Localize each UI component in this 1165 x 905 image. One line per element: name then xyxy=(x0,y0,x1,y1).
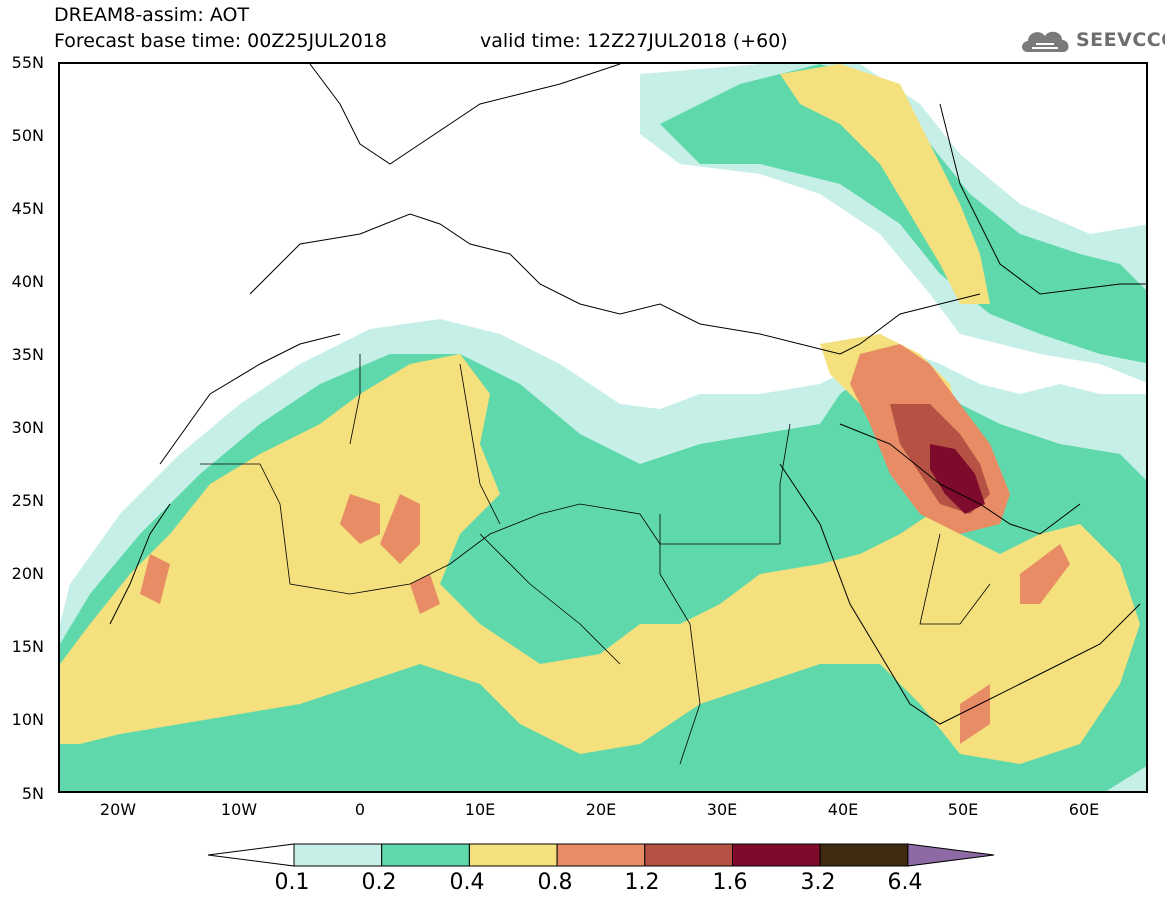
colorbar-swatch xyxy=(468,843,558,867)
aot-map xyxy=(58,62,1148,793)
forecast-base-time: Forecast base time: 00Z25JUL2018 xyxy=(54,30,387,52)
lon-label: 40E xyxy=(827,800,859,819)
logo-text: SEEVCCC xyxy=(1076,29,1165,51)
colorbar-swatch xyxy=(819,843,909,867)
lat-label: 35N xyxy=(11,345,44,364)
legend-label: 0.1 xyxy=(274,870,310,895)
colorbar-swatch xyxy=(732,843,821,867)
colorbar-swatch xyxy=(293,843,383,867)
lat-label: 15N xyxy=(11,637,44,656)
aot-band-1.6 xyxy=(930,444,985,514)
seevccc-logo: SEEVCCC xyxy=(1018,24,1165,58)
lon-label: 50E xyxy=(947,800,979,819)
lon-label: 20W xyxy=(99,800,137,819)
colorbar xyxy=(207,843,995,867)
valid-time: valid time: 12Z27JUL2018 (+60) xyxy=(480,30,788,52)
lat-label: 10N xyxy=(11,710,44,729)
lat-label: 5N xyxy=(21,784,44,803)
lat-label: 50N xyxy=(11,126,44,145)
lon-label: 0 xyxy=(354,800,366,819)
legend-label: 6.4 xyxy=(887,870,923,895)
legend-label: 3.2 xyxy=(800,870,836,895)
lat-label: 55N xyxy=(11,53,44,72)
lat-label: 25N xyxy=(11,491,44,510)
lat-label: 40N xyxy=(11,272,44,291)
legend-label: 1.2 xyxy=(624,870,660,895)
colorbar-arrow-low xyxy=(207,843,295,867)
chart-title: DREAM8-assim: AOT xyxy=(54,4,250,26)
lon-label: 30E xyxy=(706,800,738,819)
coastlines xyxy=(109,64,1146,725)
colorbar-swatch xyxy=(644,843,733,867)
colorbar-swatch xyxy=(556,843,646,867)
cloud-icon xyxy=(1022,31,1069,52)
country-borders xyxy=(200,354,991,765)
lat-label: 30N xyxy=(11,418,44,437)
legend-label: 0.4 xyxy=(449,870,485,895)
legend-label: 0.8 xyxy=(537,870,573,895)
colorbar-arrow-high xyxy=(907,843,995,867)
lon-label: 10E xyxy=(464,800,496,819)
legend-label: 0.2 xyxy=(361,870,397,895)
lon-label: 10W xyxy=(220,800,258,819)
legend-label: 1.6 xyxy=(712,870,748,895)
colorbar-swatch xyxy=(381,843,470,867)
lon-label: 20E xyxy=(585,800,617,819)
lat-label: 45N xyxy=(11,199,44,218)
lat-label: 20N xyxy=(11,564,44,583)
map-canvas xyxy=(60,64,1146,791)
lon-label: 60E xyxy=(1068,800,1100,819)
